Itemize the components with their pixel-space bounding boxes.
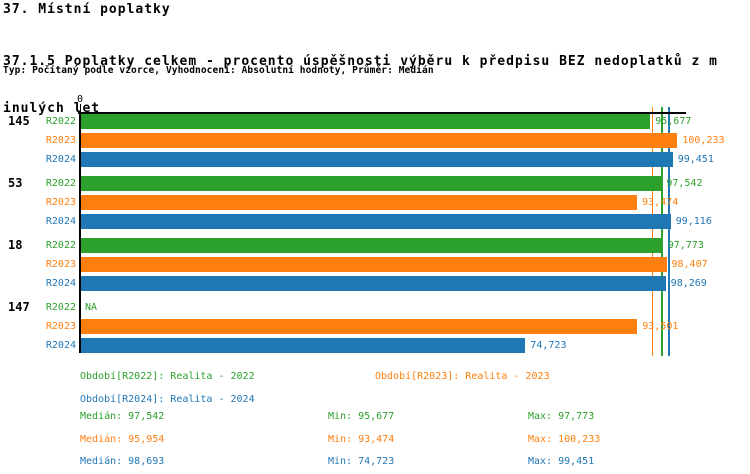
period-label-r2023: R2023 [45,135,76,146]
bar-53-r2022 [80,176,662,191]
period-label-r2024: R2024 [45,216,76,227]
bar-value-na: NA [85,302,98,313]
period-label-r2023: R2023 [45,197,76,208]
bar-value-label: 99,116 [675,216,712,227]
period-label-r2024: R2024 [45,154,76,165]
legend-item-r2024: Období[R2024]: Realita - 2024 [80,394,255,405]
chart-meta: Typ: Počítaný podle vzorce, Vyhodnocení:… [3,65,434,76]
group-label-18: 18 [8,238,23,252]
bar-53-r2024 [80,214,671,229]
median-line-r2022 [661,107,663,356]
stat-max-r2023: Max: 100,233 [528,434,601,445]
stat-min-r2024: Min: 74,723 [328,456,395,467]
x-axis-line [78,112,686,114]
stat-max-r2022: Max: 97,773 [528,411,595,422]
period-label-r2022: R2022 [45,302,76,313]
median-line-r2023 [651,107,654,356]
stat-min-r2023: Min: 93,474 [328,434,395,445]
bar-value-label: 98,407 [671,259,708,270]
bar-value-label: 100,233 [682,135,725,146]
y-axis-line [79,112,81,353]
median-line-r2024 [668,107,670,356]
bar-value-label: 93,501 [642,321,679,332]
period-label-r2022: R2022 [45,116,76,127]
bar-145-r2024 [80,152,673,167]
bar-147-r2024 [80,338,526,353]
period-label-r2024: R2024 [45,278,76,289]
period-label-r2023: R2023 [45,259,76,270]
group-label-53: 53 [8,176,23,190]
period-label-r2022: R2022 [45,178,76,189]
stat-min-r2022: Min: 95,677 [328,411,395,422]
bar-53-r2023 [80,195,638,210]
bar-18-r2023 [80,257,667,272]
legend-item-r2023: Období[R2023]: Realita - 2023 [375,371,550,382]
legend-item-r2022: Období[R2022]: Realita - 2022 [80,371,255,382]
axis-origin-label: 0 [76,94,84,105]
bar-18-r2022 [80,238,663,253]
period-label-r2022: R2022 [45,240,76,251]
period-label-r2024: R2024 [45,340,76,351]
group-label-147: 147 [8,300,30,314]
bar-value-label: 97,773 [667,240,704,251]
bar-value-label: 93,474 [642,197,679,208]
bar-value-label: 97,542 [666,178,703,189]
bar-value-label: 98,269 [670,278,707,289]
bar-18-r2024 [80,276,666,291]
period-label-r2023: R2023 [45,321,76,332]
bar-145-r2023 [80,133,678,148]
stat-median-r2024: Medián: 98,693 [80,456,165,467]
stat-median-r2022: Medián: 97,542 [80,411,165,422]
page-title: 37. Místní poplatky [3,2,171,17]
subtitle-line-1: 37.1.5 Poplatky celkem - procento úspěšn… [3,54,718,69]
bar-147-r2023 [80,319,638,334]
stat-median-r2023: Medián: 95,954 [80,434,165,445]
bar-value-label: 74,723 [530,340,567,351]
page-subtitle: 37.1.5 Poplatky celkem - procento úspěšn… [3,23,718,147]
x-axis-origin-tick [80,104,81,112]
subtitle-line-2: inulých let [3,100,101,116]
bar-145-r2022 [80,114,651,129]
stat-max-r2024: Max: 99,451 [528,456,595,467]
bar-value-label: 99,451 [677,154,714,165]
bar-value-label: 95,677 [655,116,692,127]
group-label-145: 145 [8,114,30,128]
